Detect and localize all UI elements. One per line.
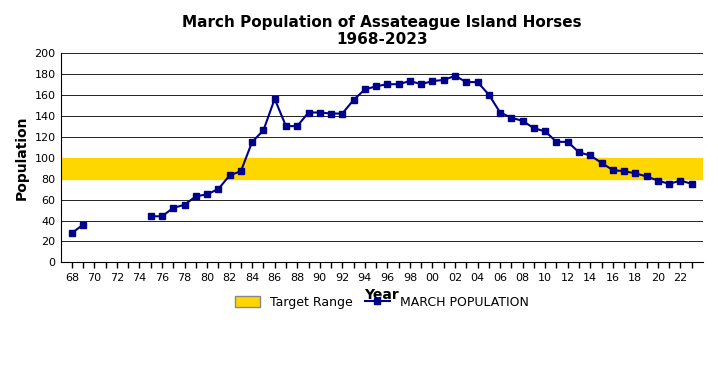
Y-axis label: Population: Population bbox=[15, 116, 29, 200]
Legend: Target Range, MARCH POPULATION: Target Range, MARCH POPULATION bbox=[228, 290, 535, 315]
Title: March Population of Assateague Island Horses
1968-2023: March Population of Assateague Island Ho… bbox=[182, 15, 582, 47]
X-axis label: Year: Year bbox=[365, 288, 399, 302]
Bar bbox=[60, 157, 703, 179]
